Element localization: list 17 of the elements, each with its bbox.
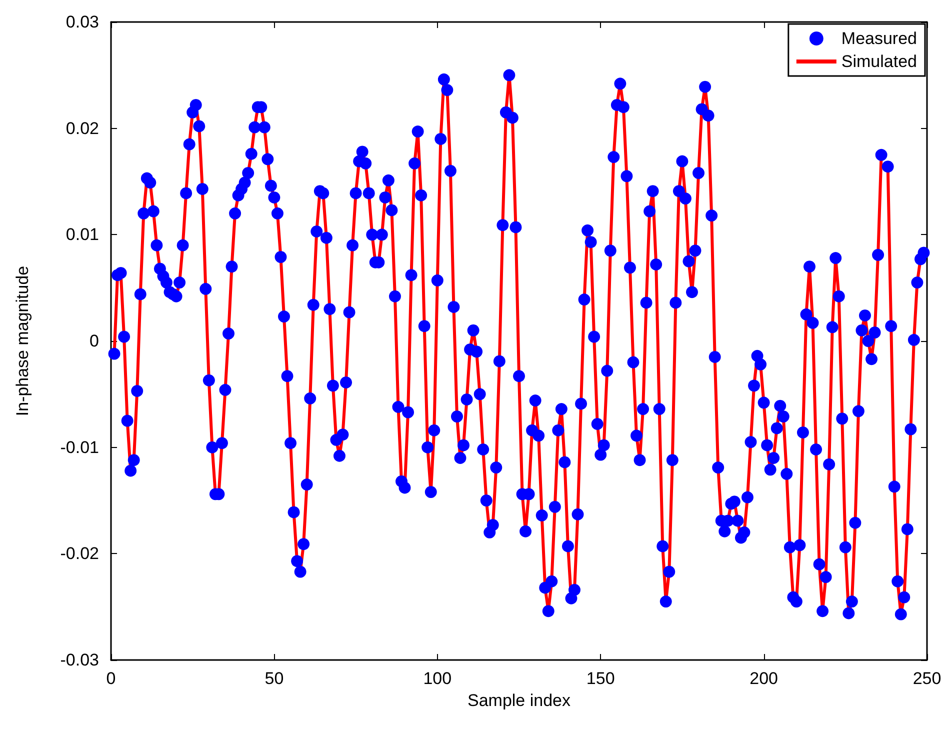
- x-tick-label: 100: [423, 669, 452, 688]
- y-tick-label: 0.03: [66, 12, 99, 32]
- x-tick-label: 150: [586, 669, 615, 688]
- x-tick-label: 0: [106, 669, 116, 688]
- y-tick-label: -0.03: [60, 650, 99, 670]
- x-tick-label: 200: [750, 669, 778, 688]
- y-axis-title: In-phase magnitude: [13, 266, 32, 416]
- legend-label: Measured: [841, 29, 918, 48]
- y-tick-label: 0.01: [66, 225, 99, 244]
- x-tick-label: 250: [912, 669, 942, 688]
- x-axis-title: Sample index: [467, 690, 571, 710]
- y-tick-label: -0.02: [60, 544, 99, 564]
- legend-label: Simulated: [841, 52, 918, 71]
- x-tick-label: 50: [264, 669, 284, 688]
- y-tick-label: 0.02: [66, 118, 99, 138]
- y-tick-label: -0.01: [60, 438, 99, 457]
- y-tick-label: 0: [90, 332, 99, 350]
